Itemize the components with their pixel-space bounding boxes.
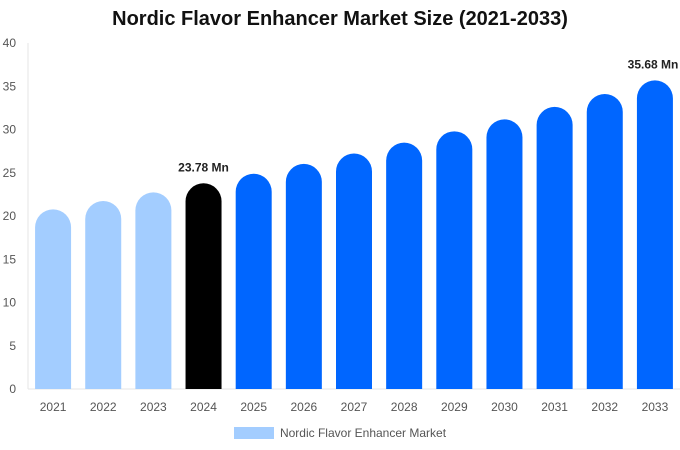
legend-swatch [233, 427, 274, 439]
y-tick-label: 20 [3, 209, 17, 223]
legend-label: Nordic Flavor Enhancer Market [279, 426, 447, 440]
y-tick-label: 10 [3, 296, 17, 310]
chart-title: Nordic Flavor Enhancer Market Size (2021… [112, 8, 568, 30]
x-tick-label: 2026 [290, 400, 317, 414]
x-tick-label: 2032 [591, 400, 618, 414]
x-tick-label: 2031 [541, 400, 568, 414]
x-tick-label: 2021 [40, 400, 67, 414]
legend: Nordic Flavor Enhancer Market [0, 426, 680, 440]
y-tick-label: 5 [9, 339, 16, 353]
bar-2029 [436, 131, 473, 389]
bar-2027 [336, 153, 372, 389]
y-tick-label: 35 [3, 79, 17, 93]
data-label-2024: 23.78 Mn [178, 160, 229, 174]
x-tick-label: 2023 [140, 400, 167, 414]
x-tick-label: 2024 [190, 400, 217, 414]
y-tick-label: 30 [3, 123, 17, 137]
bar-2032 [586, 93, 623, 390]
bar-2021 [35, 209, 72, 389]
bar-2024 [185, 183, 222, 389]
x-tick-label: 2030 [491, 400, 518, 414]
bar-2031 [536, 106, 573, 390]
data-label-2033: 35.68 Mn [628, 57, 679, 71]
bar-2023 [135, 192, 172, 389]
y-tick-label: 25 [3, 166, 17, 180]
y-tick-label: 0 [9, 382, 16, 396]
x-tick-label: 2022 [90, 400, 117, 414]
bar-2025 [235, 173, 272, 389]
bar-2033 [636, 80, 673, 390]
y-tick-label: 15 [3, 252, 17, 266]
x-tick-label: 2029 [441, 400, 468, 414]
x-tick-label: 2033 [642, 400, 669, 414]
bar-2026 [285, 163, 322, 389]
x-tick-label: 2028 [391, 400, 418, 414]
bar-2022 [85, 201, 122, 389]
bar-2028 [386, 142, 423, 389]
bar-2030 [486, 119, 523, 389]
x-tick-label: 2025 [240, 400, 267, 414]
y-tick-label: 40 [3, 36, 17, 50]
x-tick-label: 2027 [341, 400, 368, 414]
